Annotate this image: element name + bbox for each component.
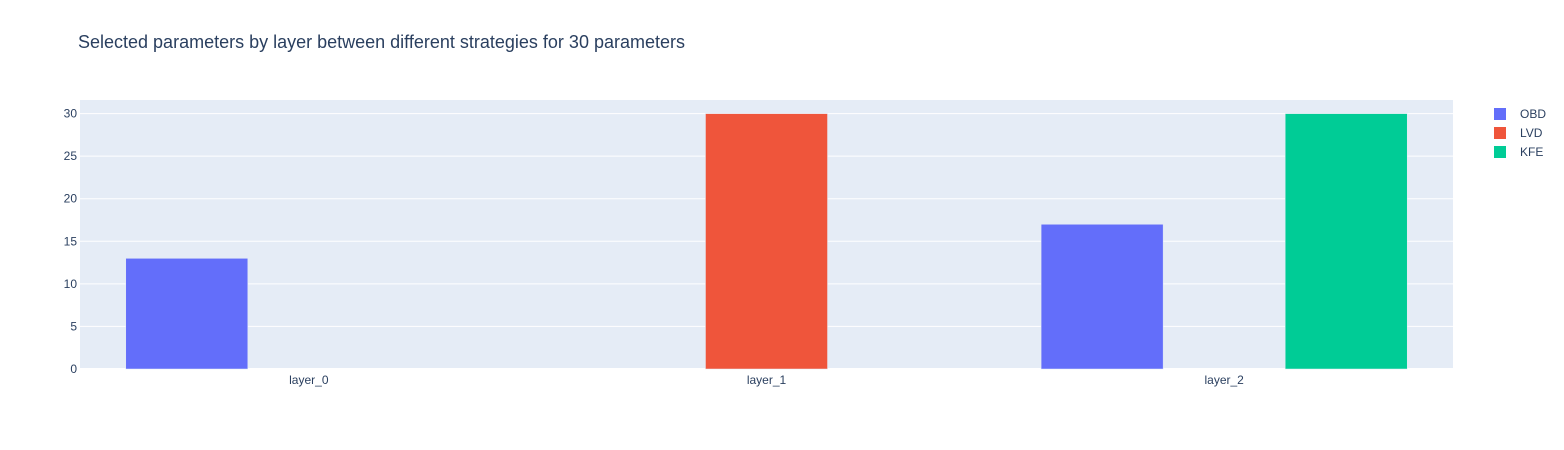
y-tick-label: 30 bbox=[64, 107, 78, 121]
bar-obd-layer_0[interactable] bbox=[125, 258, 249, 370]
y-tick-label: 25 bbox=[64, 149, 78, 163]
bars bbox=[125, 113, 1408, 370]
legend-item-kfe[interactable]: KFE bbox=[1494, 145, 1543, 159]
y-tick-label: 15 bbox=[64, 234, 78, 248]
x-tick-label: layer_0 bbox=[289, 373, 329, 387]
legend-label: KFE bbox=[1520, 145, 1543, 159]
bar-lvd-layer_1[interactable] bbox=[705, 113, 828, 370]
y-axis: 0 5 10 15 20 25 30 bbox=[64, 107, 78, 376]
legend-label: LVD bbox=[1520, 126, 1543, 140]
legend-swatch bbox=[1494, 127, 1506, 139]
y-tick-label: 5 bbox=[70, 319, 77, 333]
y-tick-label: 0 bbox=[70, 362, 77, 376]
chart-title: Selected parameters by layer between dif… bbox=[78, 32, 685, 52]
legend-swatch bbox=[1494, 108, 1506, 120]
x-tick-label: layer_1 bbox=[747, 373, 787, 387]
x-axis: layer_0 layer_1 layer_2 bbox=[289, 373, 1244, 387]
legend-swatch bbox=[1494, 146, 1506, 158]
bar-kfe-layer_2[interactable] bbox=[1284, 113, 1408, 370]
legend[interactable]: OBD LVD KFE bbox=[1494, 107, 1546, 159]
legend-item-obd[interactable]: OBD bbox=[1494, 107, 1546, 121]
bar-obd-layer_2[interactable] bbox=[1040, 224, 1164, 370]
legend-label: OBD bbox=[1520, 107, 1546, 121]
y-tick-label: 10 bbox=[64, 277, 78, 291]
x-tick-label: layer_2 bbox=[1204, 373, 1244, 387]
legend-item-lvd[interactable]: LVD bbox=[1494, 126, 1543, 140]
y-tick-label: 20 bbox=[64, 192, 78, 206]
